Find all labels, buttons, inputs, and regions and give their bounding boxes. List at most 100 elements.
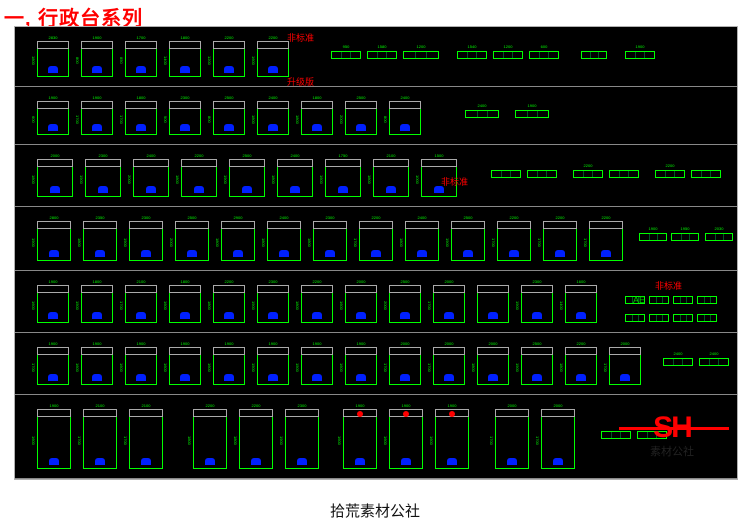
dimension-left: 1800	[307, 225, 312, 259]
dimension-top: 2830	[37, 35, 69, 40]
side-elevation	[671, 233, 699, 241]
desk-top	[521, 285, 553, 293]
dimension-left: 1900	[31, 225, 36, 259]
dimension-left: 1800	[559, 351, 564, 383]
dimension-top: 1900	[343, 403, 377, 408]
desk-top	[125, 101, 157, 109]
dimension-left: 1600	[163, 351, 168, 383]
dimension-top: 2100	[125, 279, 157, 284]
dimension-top: 1900	[301, 341, 333, 346]
desk-top	[301, 285, 333, 293]
desk-top	[359, 221, 393, 229]
dimension-left: 1600	[429, 413, 434, 467]
dimension-left: 1800	[77, 225, 82, 259]
desk-top	[81, 285, 113, 293]
cad-row: 1900170019001600190016001900160019001600…	[15, 333, 737, 395]
chair-icon	[400, 124, 410, 131]
side-elevation	[515, 110, 549, 118]
dimension-label: 1580	[367, 44, 397, 49]
desk-top	[125, 285, 157, 293]
dimension-left: 1800	[31, 163, 36, 195]
dimension-left: 1900	[251, 289, 256, 321]
desk-top	[169, 347, 201, 355]
dimension-top: 2500	[389, 279, 421, 284]
chair-icon	[268, 66, 278, 73]
dimension-top: 1900	[389, 403, 423, 408]
chair-icon	[553, 458, 563, 465]
dimension-left: 1600	[319, 163, 324, 195]
dimension-top: 2200	[301, 279, 333, 284]
page: 一, 行政台系列 2830180019008001700850180014002…	[0, 0, 750, 523]
desk-top	[521, 347, 553, 355]
dimension-top: 2000	[433, 341, 465, 346]
dimension-left: 1700	[491, 225, 496, 259]
dimension-label: 1200	[493, 44, 523, 49]
desk-block: 19001700	[33, 341, 73, 387]
dimension-left: 1600	[119, 351, 124, 383]
dimension-top: 2500	[345, 95, 377, 100]
dimension-left: 1700	[123, 413, 128, 467]
desk-block: 20001800	[473, 341, 513, 387]
desk-block: 19001600	[77, 341, 117, 387]
desk-top	[125, 347, 157, 355]
dimension-top: 2800	[37, 215, 71, 220]
desk-top	[451, 221, 485, 229]
dimension-left: 1700	[427, 351, 432, 383]
dimension-label: 950	[331, 44, 361, 49]
chair-icon	[279, 250, 289, 257]
dimension-top: 2200	[213, 279, 245, 284]
chair-icon	[268, 312, 278, 319]
dimension-left: 1900	[123, 225, 128, 259]
side-elevation	[697, 314, 717, 322]
desk-top	[125, 41, 157, 49]
desk-top	[81, 101, 113, 109]
desk-top	[169, 41, 201, 49]
chair-icon	[488, 312, 498, 319]
cad-row: 2800190023501800230019002500200029001800…	[15, 207, 737, 271]
dimension-top: 2100	[129, 403, 163, 408]
chair-icon	[447, 458, 457, 465]
side-elevation	[465, 110, 499, 118]
desk-block: 16001400	[561, 279, 601, 325]
desk-block: 18001600	[165, 279, 205, 325]
dimension-label: 2200	[655, 163, 685, 168]
dimension-top: 1800	[81, 279, 113, 284]
desk-block: 20001700	[429, 341, 469, 387]
desk-top	[389, 347, 421, 355]
chair-icon	[401, 458, 411, 465]
chair-icon	[224, 124, 234, 131]
dimension-top: 2300	[521, 279, 553, 284]
desk-top	[175, 221, 209, 229]
dimension-top: 2500	[521, 341, 553, 346]
side-elevation	[493, 51, 523, 59]
desk-block: 1900800	[77, 35, 117, 79]
side-elevation	[673, 314, 693, 322]
dimension-top: 2350	[83, 215, 117, 220]
desk-top	[239, 409, 273, 417]
dimension-left: 1600	[31, 289, 36, 321]
dimension-left: 1700	[427, 289, 432, 321]
desk-block: 22001800	[189, 403, 231, 471]
desk-block: 22001700	[539, 215, 581, 263]
dimension-left: 1600	[383, 413, 388, 467]
desk-block: 1900600	[33, 95, 73, 137]
chair-icon	[620, 374, 630, 381]
dimension-left: 1800	[261, 225, 266, 259]
dimension-top: 2200	[359, 215, 393, 220]
annotation-label: 非标准	[287, 31, 314, 44]
chair-icon	[268, 374, 278, 381]
desk-top	[181, 159, 217, 167]
chair-icon	[371, 250, 381, 257]
desk-block: 20001700	[429, 279, 469, 325]
dimension-top: 2500	[175, 215, 209, 220]
chair-icon	[205, 458, 215, 465]
chair-icon	[507, 458, 517, 465]
cad-drawing-frame: 2830180019008001700850180014002200120022…	[14, 26, 738, 480]
cad-row: 1900600190017001800170023009002500800240…	[15, 87, 737, 145]
dimension-left: 800	[75, 45, 80, 75]
chair-icon	[48, 374, 58, 381]
chair-icon	[297, 458, 307, 465]
dimension-left: 1400	[559, 289, 564, 321]
chair-icon	[444, 312, 454, 319]
dimension-left: 2000	[169, 225, 174, 259]
